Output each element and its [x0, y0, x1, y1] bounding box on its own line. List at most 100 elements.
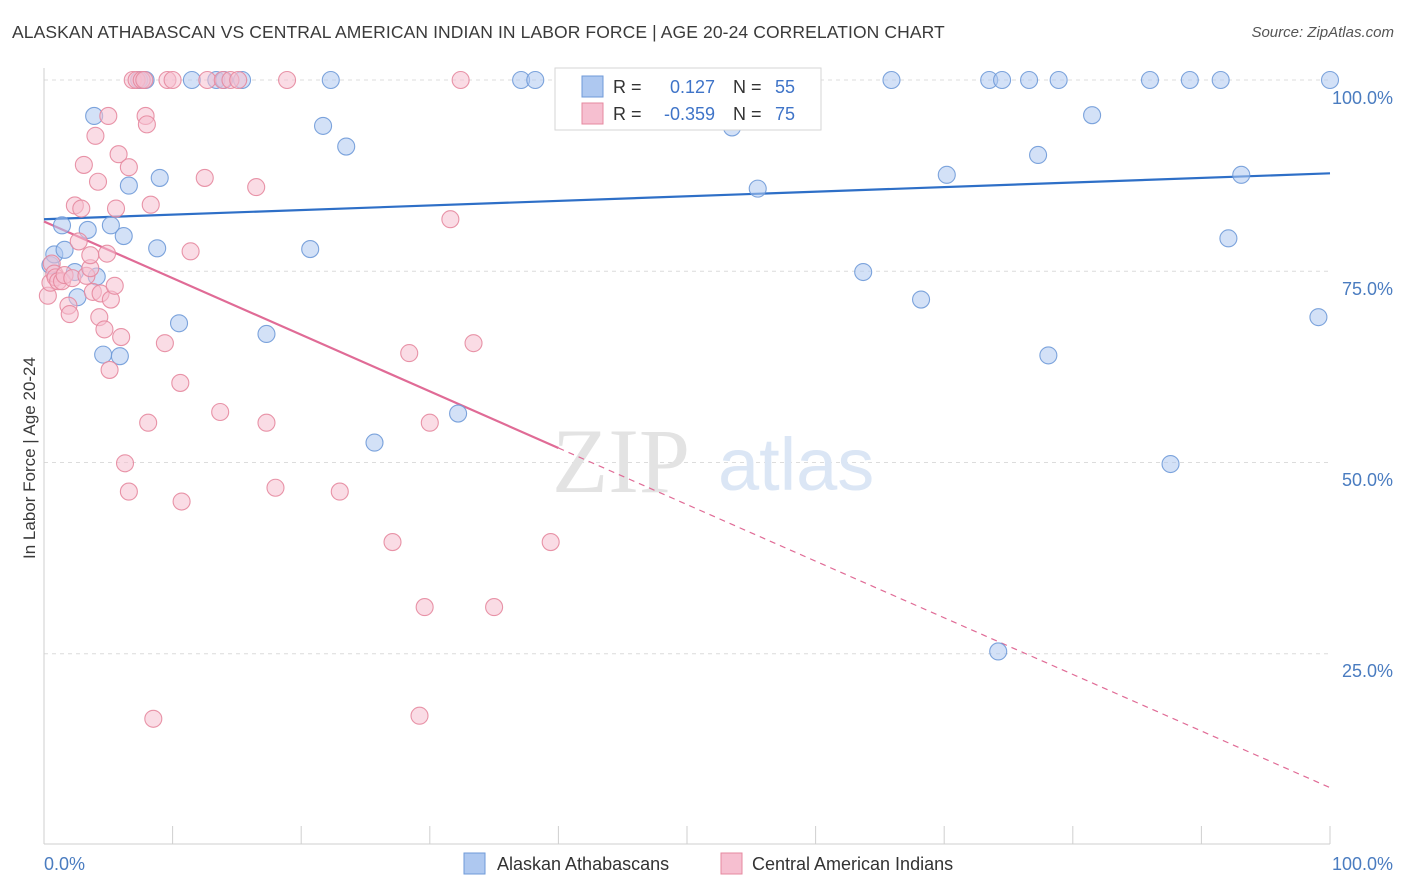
stats-box: R = 0.127 N = 55 R = -0.359 N = 75 — [554, 67, 822, 131]
data-point-central-american-indians — [163, 70, 182, 90]
data-point-central-american-indians — [171, 373, 190, 392]
data-point-central-american-indians — [100, 360, 119, 379]
data-point-alaskan-athabascans — [119, 176, 138, 195]
data-point-alaskan-athabascans — [1211, 70, 1230, 90]
data-point-alaskan-athabascans — [314, 116, 333, 135]
y-tick-labels: 100.0% 75.0% 50.0% 25.0% — [1332, 88, 1393, 681]
y-tick-label-75: 75.0% — [1342, 279, 1393, 299]
data-point-alaskan-athabascans — [937, 165, 956, 184]
data-point-central-american-indians — [74, 155, 93, 174]
data-point-central-american-indians — [112, 327, 131, 347]
data-point-central-american-indians — [198, 70, 217, 90]
data-point-central-american-indians — [119, 158, 138, 177]
data-point-alaskan-athabascans — [1219, 229, 1238, 248]
chart-title: ALASKAN ATHABASCAN VS CENTRAL AMERICAN I… — [12, 22, 945, 42]
stats-swatch-pink — [581, 102, 604, 125]
data-point-alaskan-athabascans — [94, 345, 113, 364]
data-points — [38, 70, 1340, 728]
data-point-central-american-indians — [181, 242, 200, 261]
y-tick-label-25: 25.0% — [1342, 661, 1393, 681]
data-point-alaskan-athabascans — [101, 216, 120, 235]
data-point-alaskan-athabascans — [257, 324, 276, 344]
x-axis-ticks — [172, 826, 1331, 844]
y-tick-label-50: 50.0% — [1342, 470, 1393, 490]
legend: Alaskan Athabascans Central American Ind… — [463, 852, 953, 875]
data-point-central-american-indians — [106, 199, 126, 218]
trend-line-alaskan-athabascans — [43, 172, 1331, 221]
data-point-alaskan-athabascans — [301, 240, 320, 259]
data-point-central-american-indians — [69, 232, 88, 251]
data-point-central-american-indians — [139, 413, 158, 432]
data-point-alaskan-athabascans — [449, 404, 468, 423]
data-point-alaskan-athabascans — [1140, 70, 1160, 90]
data-point-alaskan-athabascans — [114, 227, 133, 246]
y-tick-label-100: 100.0% — [1332, 88, 1393, 108]
data-point-central-american-indians — [144, 709, 163, 728]
data-point-alaskan-athabascans — [337, 137, 356, 156]
data-point-central-american-indians — [464, 334, 483, 353]
data-point-central-american-indians — [257, 413, 276, 432]
data-point-alaskan-athabascans — [1083, 106, 1102, 125]
data-point-central-american-indians — [229, 70, 248, 90]
data-point-alaskan-athabascans — [148, 239, 167, 258]
data-point-alaskan-athabascans — [526, 70, 545, 90]
trend-line-central-american-indians — [43, 220, 559, 449]
watermark-zip: ZIP — [552, 410, 690, 512]
data-point-central-american-indians — [137, 115, 156, 134]
data-point-alaskan-athabascans — [1020, 70, 1039, 90]
data-point-central-american-indians — [95, 320, 114, 339]
data-point-central-american-indians — [99, 106, 118, 126]
data-point-central-american-indians — [247, 178, 266, 197]
data-point-central-american-indians — [119, 482, 138, 501]
legend-swatch-blue[interactable] — [463, 852, 486, 875]
data-point-central-american-indians — [485, 598, 504, 617]
data-point-alaskan-athabascans — [882, 70, 901, 90]
data-point-alaskan-athabascans — [55, 240, 74, 259]
data-point-central-american-indians — [383, 533, 402, 552]
data-point-central-american-indians — [60, 305, 79, 324]
legend-label-blue[interactable]: Alaskan Athabascans — [497, 854, 669, 874]
legend-swatch-pink[interactable] — [720, 852, 743, 875]
stats-r-label-blue: R = — [613, 77, 642, 97]
data-point-central-american-indians — [195, 168, 214, 187]
data-point-alaskan-athabascans — [52, 216, 72, 235]
data-point-central-american-indians — [81, 246, 100, 265]
x-tick-label-0: 0.0% — [44, 854, 85, 874]
data-point-alaskan-athabascans — [1029, 145, 1048, 165]
data-point-alaskan-athabascans — [993, 70, 1012, 90]
data-point-alaskan-athabascans — [110, 347, 129, 366]
data-point-central-american-indians — [266, 478, 285, 497]
data-point-central-american-indians — [441, 210, 460, 229]
data-point-central-american-indians — [72, 199, 91, 218]
data-point-alaskan-athabascans — [169, 314, 189, 333]
data-point-central-american-indians — [451, 70, 470, 90]
data-point-central-american-indians — [410, 706, 429, 725]
data-point-central-american-indians — [211, 402, 230, 422]
data-point-central-american-indians — [86, 126, 105, 145]
data-point-central-american-indians — [97, 244, 117, 263]
x-tick-label-100: 100.0% — [1332, 854, 1393, 874]
stats-r-value-pink: -0.359 — [664, 104, 715, 124]
stats-n-value-pink: 75 — [775, 104, 795, 124]
data-point-alaskan-athabascans — [182, 70, 201, 90]
data-point-alaskan-athabascans — [150, 168, 169, 187]
data-point-alaskan-athabascans — [321, 70, 340, 90]
watermark-atlas: atlas — [718, 423, 874, 506]
data-point-central-american-indians — [278, 70, 297, 90]
legend-label-pink[interactable]: Central American Indians — [752, 854, 953, 874]
data-point-alaskan-athabascans — [912, 290, 931, 309]
data-point-alaskan-athabascans — [1039, 346, 1058, 365]
stats-r-value-blue: 0.127 — [670, 77, 715, 97]
data-point-central-american-indians — [135, 70, 154, 90]
data-point-central-american-indians — [105, 276, 124, 295]
data-point-alaskan-athabascans — [748, 179, 767, 198]
source-label: Source: ZipAtlas.com — [1251, 24, 1394, 41]
data-point-alaskan-athabascans — [1049, 70, 1068, 90]
stats-n-label-blue: N = — [733, 77, 762, 97]
data-point-central-american-indians — [400, 344, 419, 363]
data-point-central-american-indians — [420, 413, 439, 432]
data-point-central-american-indians — [141, 195, 160, 214]
gridlines — [44, 79, 1330, 655]
data-point-alaskan-athabascans — [1309, 308, 1328, 327]
